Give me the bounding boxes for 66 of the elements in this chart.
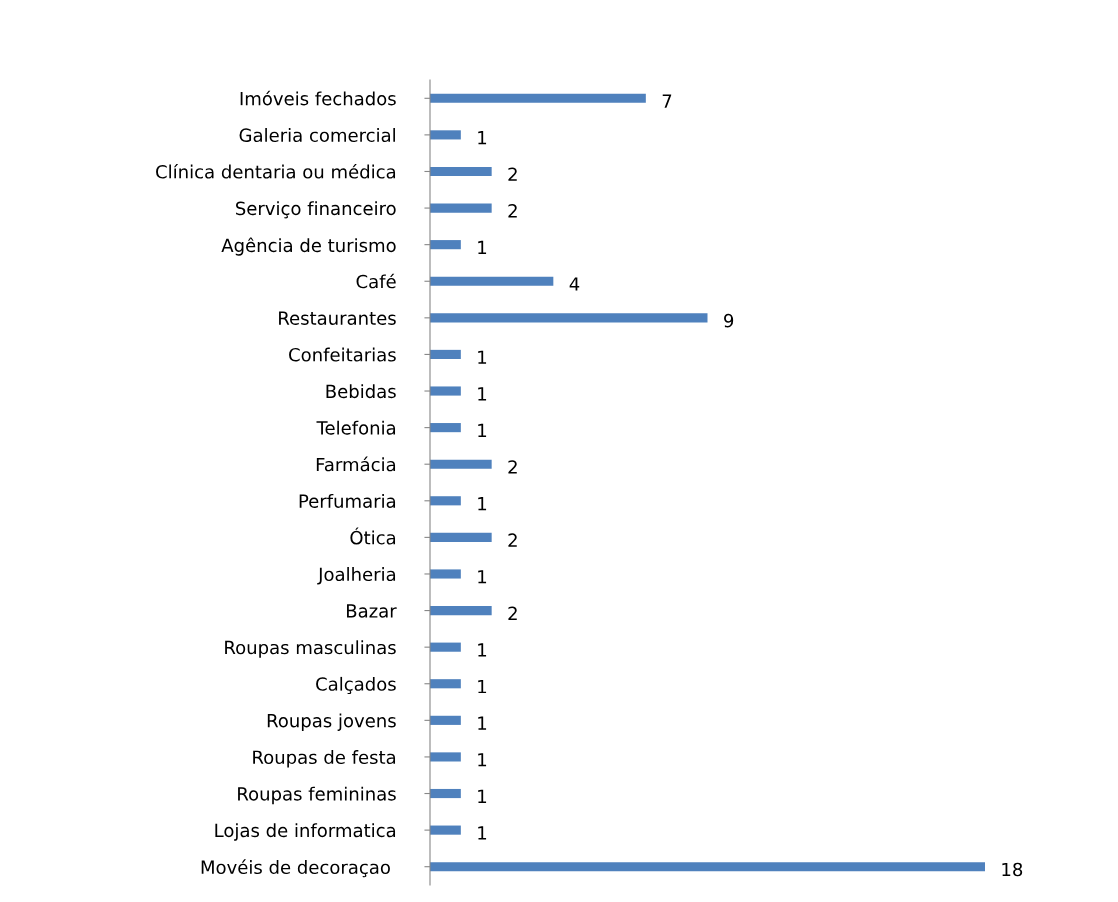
data-label: 1 (478, 131, 487, 145)
y-tick-label: Roupas de festa (253, 750, 396, 768)
y-tick-label: Roupas femininas (238, 786, 396, 805)
bar (430, 459, 492, 469)
bar (430, 423, 461, 433)
bar (430, 715, 461, 725)
data-label: 1 (478, 753, 487, 767)
y-tick-label: Farmácia (316, 456, 396, 472)
data-label: 18 (1002, 862, 1023, 877)
data-label: 1 (478, 570, 487, 584)
bar (430, 569, 461, 579)
data-label: 1 (478, 826, 487, 840)
bar (430, 203, 492, 213)
data-label: 2 (508, 167, 517, 181)
bar (430, 679, 461, 689)
y-tick-label: Clínica dentaria ou médica (156, 163, 396, 179)
data-label: 1 (478, 240, 487, 255)
bar (430, 605, 492, 616)
bar (430, 313, 708, 323)
bar (430, 642, 461, 652)
data-label: 2 (508, 606, 517, 620)
y-tick-label: Agência de turismo (221, 237, 396, 256)
y-tick-label: Telefonia (316, 420, 396, 435)
y-tick-label: Lojas de informatica (215, 823, 396, 841)
bar (430, 276, 554, 286)
data-label: 1 (478, 789, 487, 803)
bar (430, 386, 461, 396)
data-label: 1 (478, 350, 487, 364)
y-tick-label: Roupas jovens (267, 713, 396, 731)
data-label: 1 (478, 423, 487, 437)
data-label: 1 (478, 643, 487, 657)
bar (430, 752, 461, 762)
bar (430, 496, 461, 506)
y-tick-label: Bebidas (326, 384, 396, 399)
y-tick-label: Calçados (316, 676, 396, 695)
bar (430, 862, 985, 872)
data-label: 1 (478, 497, 487, 511)
data-label: 9 (724, 313, 734, 328)
y-tick-label: Ótica (350, 527, 396, 545)
y-tick-label: Confeitarias (289, 347, 396, 362)
data-label: 4 (569, 277, 580, 291)
bar (430, 532, 492, 542)
data-label: 2 (508, 460, 517, 474)
y-tick-label: Café (356, 273, 396, 289)
y-tick-label: Serviço financeiro (236, 201, 396, 219)
y-tick-label: Galeria comercial (239, 128, 395, 142)
bar (430, 240, 461, 250)
bar (430, 825, 461, 835)
y-tick-label: Restaurantes (279, 311, 396, 325)
bar (430, 166, 492, 177)
data-label: 1 (478, 387, 487, 401)
data-label: 7 (662, 94, 672, 108)
bar (430, 788, 461, 799)
y-tick-label: Joalheria (317, 567, 396, 585)
y-tick-label: Perfumaria (299, 493, 396, 508)
data-label: 2 (508, 204, 517, 218)
bar (430, 349, 461, 360)
data-label: 2 (508, 533, 517, 547)
data-label: 1 (478, 716, 487, 730)
y-tick-label: Movéis de decoraçao (201, 859, 390, 878)
y-tick-label: Roupas masculinas (225, 640, 396, 658)
y-tick-label: Bazar (347, 604, 397, 618)
y-tick-label: Imóveis fechados (240, 90, 396, 106)
bar (430, 130, 461, 140)
data-label: 1 (478, 679, 487, 694)
bar (430, 93, 646, 103)
